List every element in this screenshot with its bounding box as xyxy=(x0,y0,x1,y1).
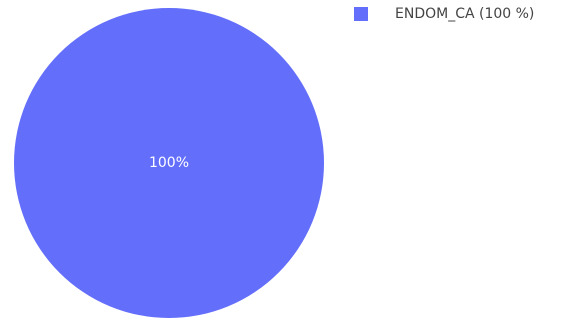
legend-swatch[interactable] xyxy=(354,7,368,21)
pie-plot-area: 100% xyxy=(14,8,324,318)
slice-percent-label: 100% xyxy=(149,155,189,171)
legend-label[interactable]: ENDOM_CA (100 %) xyxy=(395,6,534,22)
legend: ENDOM_CA (100 %) xyxy=(354,6,534,22)
